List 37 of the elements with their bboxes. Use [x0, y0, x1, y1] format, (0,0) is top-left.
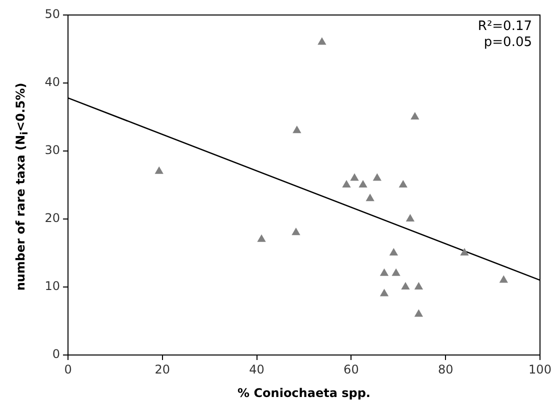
point: [342, 180, 351, 188]
y-tick-label: 20: [44, 211, 60, 226]
point: [366, 194, 374, 202]
x-tick-label: 80: [438, 362, 454, 376]
annotation: p=0.05: [484, 34, 532, 50]
point: [398, 180, 408, 188]
x-tick-label: 40: [249, 362, 264, 376]
y-tick-label: 10: [44, 279, 60, 294]
point: [292, 126, 302, 134]
point: [380, 268, 389, 276]
point: [372, 173, 382, 181]
point: [460, 248, 469, 256]
point: [414, 282, 424, 290]
x-tick-label: 0: [64, 362, 72, 376]
point: [380, 288, 389, 296]
point: [257, 234, 266, 242]
y-tick-label: 30: [44, 143, 60, 158]
point: [389, 248, 398, 256]
point: [406, 214, 415, 222]
point: [350, 173, 359, 181]
point: [410, 112, 420, 120]
annotation: R²=0.17: [478, 18, 532, 34]
point: [358, 180, 368, 188]
point: [499, 275, 508, 283]
y-tick-label: 50: [44, 7, 60, 22]
point: [414, 309, 424, 317]
point: [292, 228, 300, 236]
point: [392, 268, 400, 276]
x-axis-title: % Coniochaeta spp.: [236, 386, 372, 400]
x-tick-label: 60: [344, 362, 359, 376]
y-tick-label: 40: [44, 75, 60, 90]
x-tick-label: 100: [528, 362, 552, 376]
point: [401, 282, 410, 290]
point: [154, 166, 164, 174]
x-tick-label: 20: [154, 362, 170, 376]
point: [318, 37, 326, 45]
y-tick-label: 0: [52, 347, 60, 362]
